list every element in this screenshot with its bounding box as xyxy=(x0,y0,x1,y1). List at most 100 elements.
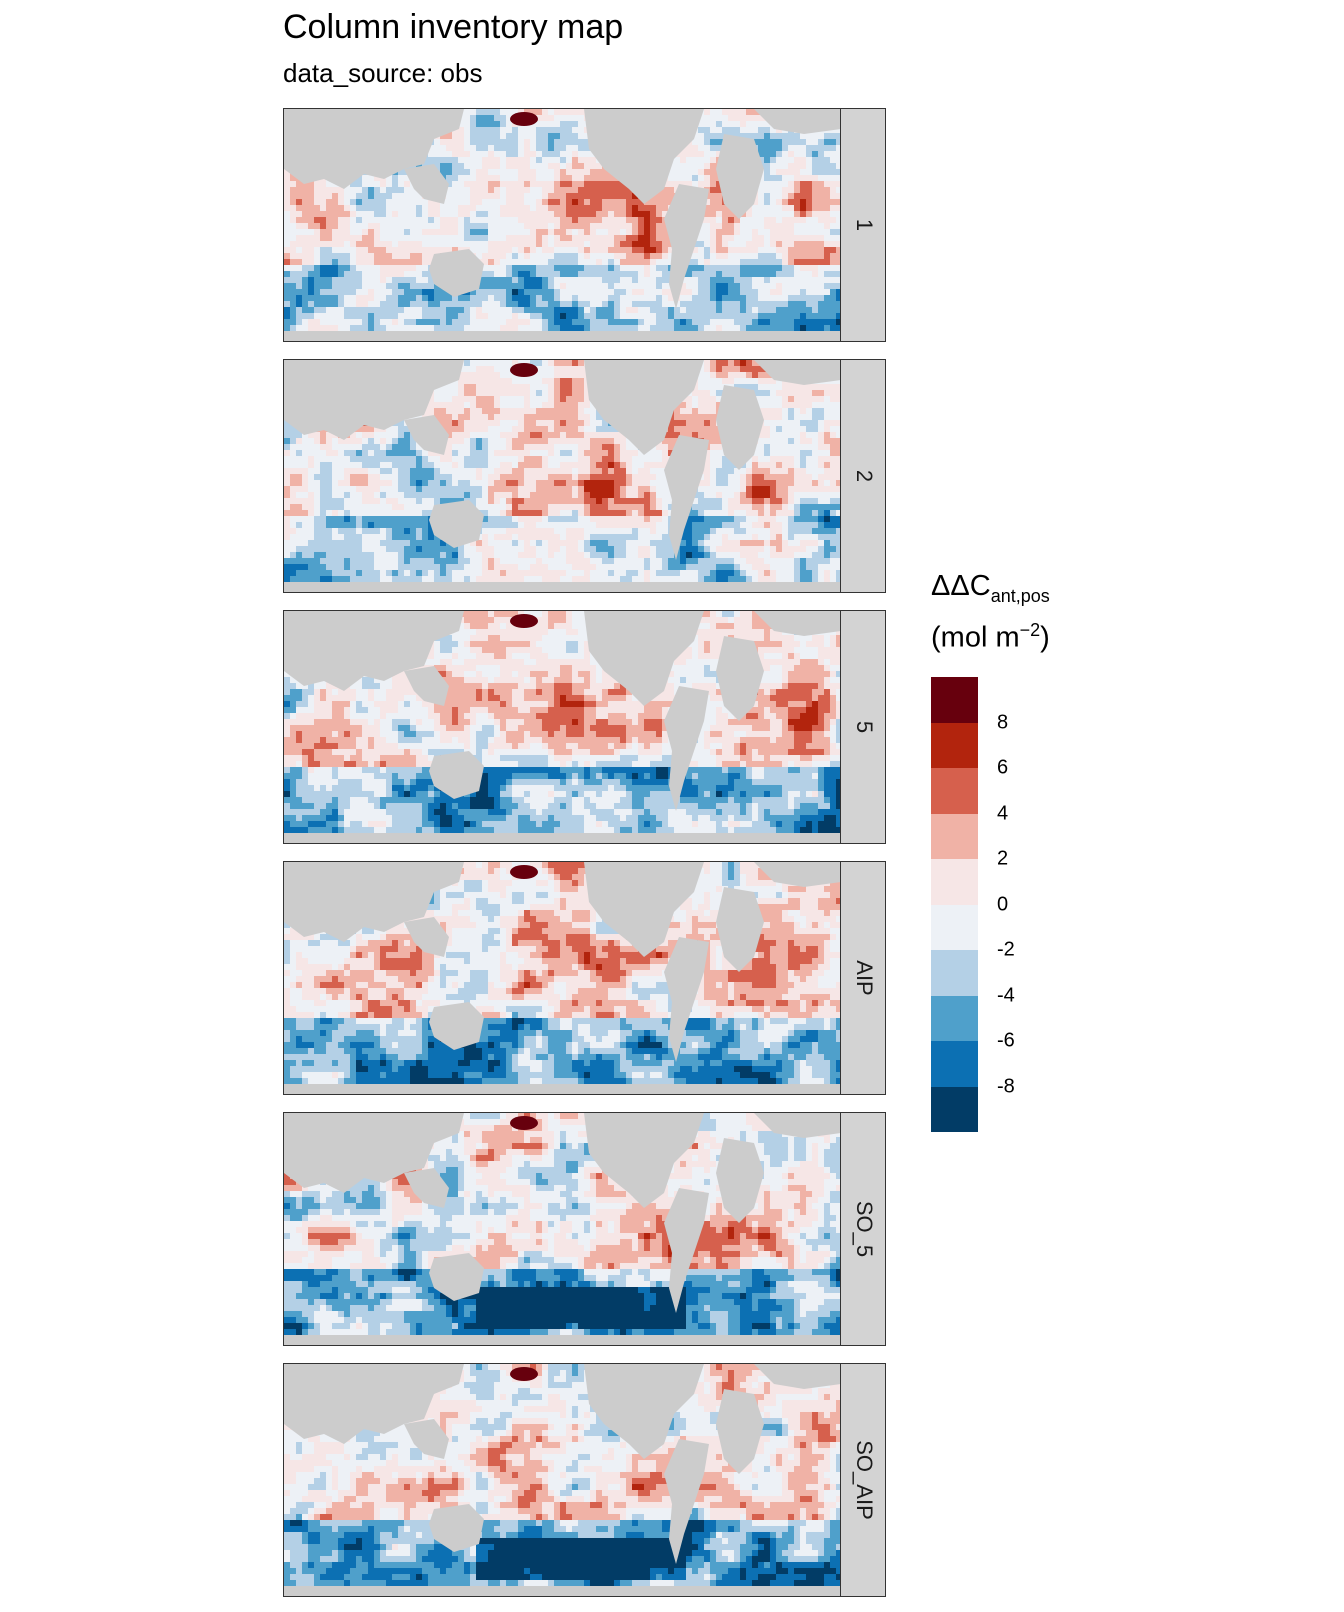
land-mass xyxy=(284,109,464,189)
facet-label: 2 xyxy=(851,470,877,482)
land-mass xyxy=(284,1586,841,1596)
hotspot xyxy=(510,1116,538,1130)
hotspot xyxy=(510,1367,538,1381)
chart-subtitle: data_source: obs xyxy=(283,58,482,89)
land-mass xyxy=(716,385,764,470)
land-mass xyxy=(716,1138,764,1223)
land-mass xyxy=(754,360,841,385)
hotspot xyxy=(510,363,538,377)
land-mass xyxy=(404,1419,449,1459)
hotspot xyxy=(510,112,538,126)
land-mass xyxy=(664,937,709,1062)
legend-bin xyxy=(931,722,978,768)
legend-bin xyxy=(931,950,978,996)
land-mass xyxy=(754,109,841,134)
land-mass xyxy=(404,666,449,706)
facet-label: AIP xyxy=(851,960,877,995)
land-mass xyxy=(284,582,841,592)
land-mass xyxy=(584,1113,704,1208)
land-mass xyxy=(664,1188,709,1313)
facet-strip: AIP xyxy=(840,862,886,1094)
land-mass xyxy=(716,134,764,219)
facet-strip: 5 xyxy=(840,611,886,843)
legend-colorbar xyxy=(931,677,978,1132)
land-mass xyxy=(754,1113,841,1138)
hotspot xyxy=(510,865,538,879)
land-mass xyxy=(664,435,709,560)
land-mass xyxy=(284,1364,464,1444)
land-mass xyxy=(429,1002,484,1050)
chart-title: Column inventory map xyxy=(283,8,623,47)
facet-panel: 1 xyxy=(283,108,886,342)
land-mass xyxy=(664,184,709,309)
facet-strip: 1 xyxy=(840,109,886,341)
land-mass xyxy=(284,862,464,942)
land-mass xyxy=(584,1364,704,1459)
legend-label: 6 xyxy=(997,757,1008,780)
land-mass xyxy=(404,415,449,455)
facet-label: SO_5 xyxy=(851,1201,877,1257)
legend-bin xyxy=(931,859,978,905)
map-plot xyxy=(284,611,842,844)
land-mass xyxy=(429,751,484,799)
legend-label: -2 xyxy=(997,939,1015,962)
land-mass xyxy=(284,1084,841,1094)
land-mass xyxy=(664,1439,709,1564)
legend-title: ΔΔCant,pos xyxy=(931,570,1050,607)
map-plot xyxy=(284,1113,842,1346)
legend-bin xyxy=(931,677,978,723)
land-mass xyxy=(754,862,841,887)
facet-strip: SO_5 xyxy=(840,1113,886,1345)
legend-unit: (mol m−2) xyxy=(931,620,1050,655)
facet-label: 1 xyxy=(851,219,877,231)
facet-panel: SO_5 xyxy=(283,1112,886,1346)
map-plot xyxy=(284,360,842,593)
facet-label: 5 xyxy=(851,721,877,733)
land-mass xyxy=(584,109,704,204)
facet-strip: SO_AIP xyxy=(840,1364,886,1596)
facet-strip: 2 xyxy=(840,360,886,592)
map-plot xyxy=(284,109,842,342)
land-mass xyxy=(404,164,449,204)
land-mass xyxy=(664,686,709,811)
legend-bin xyxy=(931,1041,978,1087)
facet-panel: SO_AIP xyxy=(283,1363,886,1597)
map-plot xyxy=(284,862,842,1095)
legend-label: 2 xyxy=(997,848,1008,871)
facet-panel: 5 xyxy=(283,610,886,844)
legend-label: -6 xyxy=(997,1030,1015,1053)
legend-label: 8 xyxy=(997,711,1008,734)
land-mass xyxy=(716,1389,764,1474)
land-mass xyxy=(284,611,464,691)
legend-label: -8 xyxy=(997,1075,1015,1098)
land-mass xyxy=(754,1364,841,1389)
legend-label: 4 xyxy=(997,802,1008,825)
legend-bin xyxy=(931,768,978,814)
land-mass xyxy=(716,636,764,721)
legend-bin xyxy=(931,995,978,1041)
land-mass xyxy=(284,833,841,843)
legend-bin xyxy=(931,813,978,859)
land-mass xyxy=(429,1504,484,1552)
land-mass xyxy=(284,360,464,440)
legend-label: -4 xyxy=(997,984,1015,1007)
legend-label: 0 xyxy=(997,893,1008,916)
land-mass xyxy=(716,887,764,972)
land-mass xyxy=(429,1253,484,1301)
land-mass xyxy=(284,1335,841,1345)
land-mass xyxy=(754,611,841,636)
land-mass xyxy=(584,611,704,706)
legend-bin xyxy=(931,1086,978,1132)
facet-panel: 2 xyxy=(283,359,886,593)
facet-panel: AIP xyxy=(283,861,886,1095)
legend-bin xyxy=(931,904,978,950)
facet-label: SO_AIP xyxy=(851,1440,877,1519)
land-mass xyxy=(584,360,704,455)
land-mass xyxy=(429,500,484,548)
land-mass xyxy=(404,917,449,957)
land-mass xyxy=(429,249,484,297)
land-mass xyxy=(584,862,704,957)
land-mass xyxy=(284,331,841,341)
map-plot xyxy=(284,1364,842,1597)
land-mass xyxy=(284,1113,464,1193)
